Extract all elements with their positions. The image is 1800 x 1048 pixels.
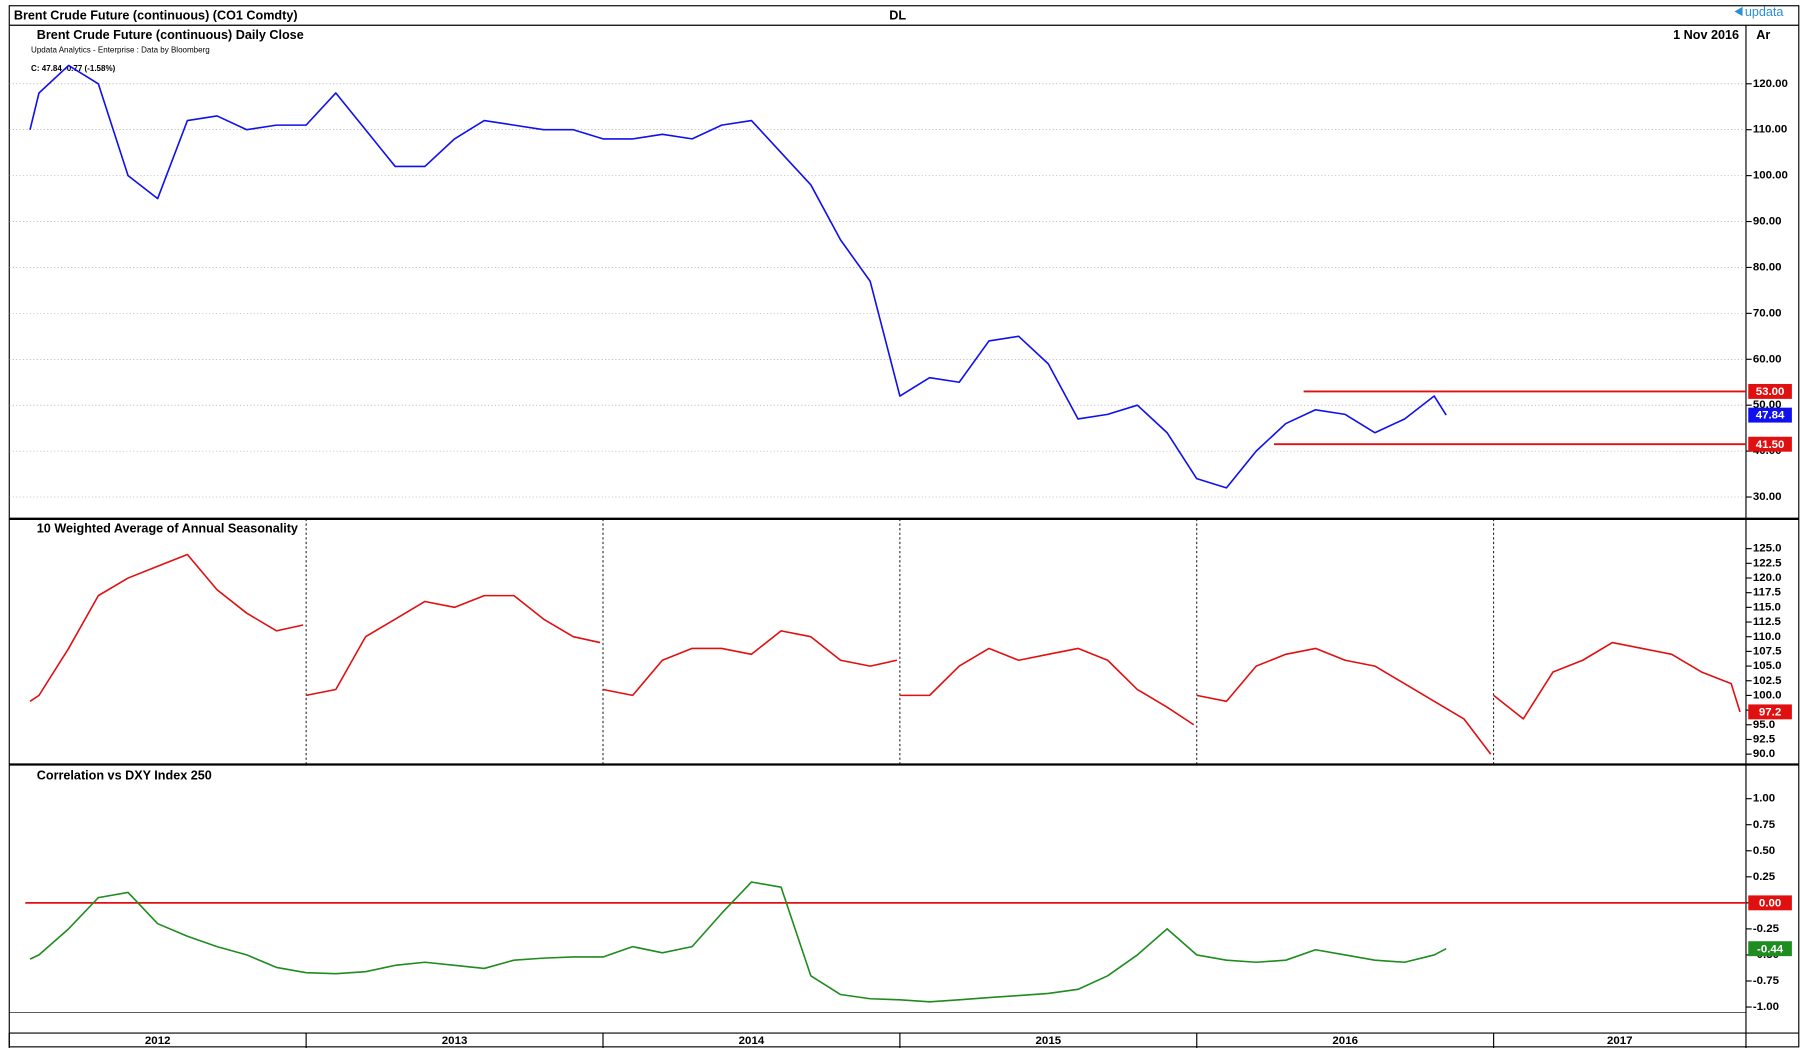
y-tick-label: 90.0	[1753, 748, 1775, 760]
y-tick-label: 95.0	[1753, 719, 1775, 731]
y-tick-label: 120.0	[1753, 572, 1782, 584]
y-tick-label: 110.00	[1753, 124, 1787, 136]
y-tick-label: 117.5	[1753, 587, 1782, 599]
series-line	[29, 553, 1741, 755]
y-tick-label: 112.5	[1753, 616, 1782, 628]
y-tick-label: 105.0	[1753, 660, 1782, 672]
last-value-label: -0.44	[1757, 943, 1784, 955]
y-tick-label: 120.00	[1753, 78, 1788, 90]
x-tick-label: 2014	[739, 1035, 765, 1047]
y-tick-label: 90.00	[1753, 216, 1782, 228]
y-tick-label: 92.5	[1753, 733, 1776, 745]
y-tick-label: -0.75	[1753, 975, 1780, 987]
x-tick-label: 2012	[145, 1035, 171, 1047]
y-tick-label: 0.75	[1753, 819, 1776, 831]
reference-label-box	[1748, 895, 1792, 911]
last-value-label: 97.2	[1759, 706, 1781, 718]
frame	[8, 5, 1800, 1048]
y-tick-label: 100.00	[1753, 170, 1788, 182]
right-label: Ar	[1756, 28, 1770, 42]
reference-label-box	[1748, 383, 1792, 399]
series-line	[29, 881, 1447, 1003]
panel-title: Correlation vs DXY Index 250	[37, 768, 212, 782]
reference-label-box	[1748, 436, 1792, 452]
y-tick-label: 122.5	[1753, 557, 1782, 569]
header-title: Brent Crude Future (continuous) (CO1 Com…	[14, 8, 298, 22]
last-value-label-box	[1748, 407, 1792, 423]
y-tick-label: 60.00	[1753, 353, 1782, 365]
y-tick-label: -1.00	[1753, 1001, 1779, 1013]
y-tick-label: 0.25	[1753, 871, 1776, 883]
y-tick-label: 0.50	[1753, 845, 1775, 857]
header-code: DL	[889, 8, 906, 22]
y-tick-label: 30.00	[1753, 491, 1782, 503]
y-tick-label: 1.00	[1753, 793, 1775, 805]
y-tick-label: 107.5	[1753, 645, 1782, 657]
y-tick-label: 125.0	[1753, 543, 1782, 555]
last-value-label-box	[1748, 941, 1792, 957]
reference-label: 53.00	[1756, 386, 1785, 398]
x-tick-label: 2015	[1036, 1035, 1062, 1047]
y-tick-label: 110.0	[1753, 631, 1781, 643]
series-line	[29, 64, 1447, 489]
y-tick-label: 80.00	[1753, 261, 1782, 273]
y-tick-label: 70.00	[1753, 307, 1782, 319]
source: Updata Analytics - Enterprise : Data by …	[31, 46, 210, 55]
y-tick-label: 102.5	[1753, 675, 1782, 687]
reference-label: 41.50	[1756, 439, 1785, 451]
brand: updata	[1745, 5, 1785, 19]
date-label: 1 Nov 2016	[1673, 28, 1739, 42]
last-value-label-box	[1748, 704, 1792, 720]
x-tick-label: 2013	[442, 1035, 468, 1047]
y-tick-label: -0.25	[1753, 923, 1780, 935]
brand-icon	[1734, 6, 1743, 17]
x-tick-label: 2017	[1607, 1035, 1633, 1047]
reference-label: 0.00	[1759, 897, 1781, 909]
panel-title: 10 Weighted Average of Annual Seasonalit…	[37, 521, 298, 535]
y-tick-label: 100.0	[1753, 689, 1782, 701]
x-tick-label: 2016	[1332, 1035, 1358, 1047]
y-tick-label: 115.0	[1753, 601, 1781, 613]
panel-title: Brent Crude Future (continuous) Daily Cl…	[37, 28, 304, 42]
last-value-label: 47.84	[1756, 410, 1785, 422]
